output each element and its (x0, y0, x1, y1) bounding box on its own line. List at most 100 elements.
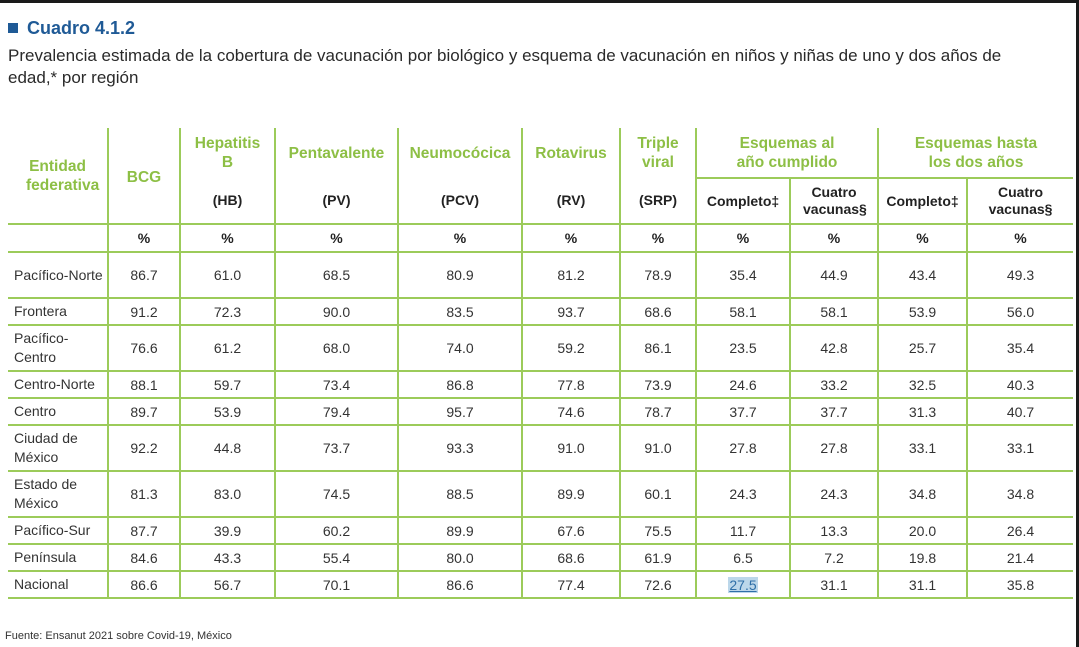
cell-value: 68.0 (274, 324, 398, 371)
cell-value: 59.2 (521, 324, 620, 371)
table-row: Nacional 86.6 56.7 70.1 86.6 77.4 72.6 27.5 31.1… (8, 570, 1074, 599)
header-neumococica: Neumocócica (397, 128, 522, 178)
cell-value: 72.3 (179, 297, 275, 325)
cell-value: 44.8 (179, 424, 275, 471)
cell-value: 43.3 (179, 543, 275, 571)
percent-row-blank (8, 223, 108, 252)
cell-value: 23.5 (695, 324, 790, 371)
cell-value: 74.5 (274, 470, 398, 517)
pct-cuatro-anio: % (788, 223, 879, 252)
cell-value: 95.7 (397, 397, 522, 425)
table-row: Ciudad de México 92.2 44.8 73.7 93.3 91.0 91.0… (8, 424, 1074, 471)
pct-rv: % (521, 223, 620, 252)
table-row: Pacífico-Norte 86.7 61.0 68.5 80.9 81.2 78.9 35… (8, 251, 1074, 298)
cell-value: 24.3 (788, 470, 879, 517)
subheader-completo-anio: Completo‡ (695, 177, 790, 224)
cell-value: 83.5 (397, 297, 522, 325)
table-row: Centro-Norte 88.1 59.7 73.4 86.8 77.8 73.9 24.6… (8, 370, 1074, 398)
cell-value: 86.6 (107, 570, 180, 599)
cell-value: 20.0 (877, 516, 968, 544)
cell-value: 33.1 (877, 424, 968, 471)
cell-value: 39.9 (179, 516, 275, 544)
cell-value: 35.8 (966, 570, 1074, 599)
cell-value: 73.4 (274, 370, 398, 398)
cell-value: 88.5 (397, 470, 522, 517)
cell-value: 24.6 (695, 370, 790, 398)
highlighted-value[interactable]: 27.5 (728, 576, 758, 593)
table-row: Península 84.6 43.3 55.4 80.0 68.6 61.9 6.5 7.2 1… (8, 543, 1074, 571)
cell-value: 88.1 (107, 370, 180, 398)
cell-value: 35.4 (695, 251, 790, 298)
cell-value: 58.1 (695, 297, 790, 325)
cell-value: 24.3 (695, 470, 790, 517)
row-region: Centro (8, 397, 108, 425)
cell-value: 92.2 (107, 424, 180, 471)
subheader-rv: (RV) (521, 178, 620, 224)
header-rotavirus: Rotavirus (521, 128, 620, 178)
cell-value: 31.3 (877, 397, 968, 425)
header-triple-viral: Triple viral (619, 128, 696, 178)
table-row: Centro 89.7 53.9 79.4 95.7 74.6 78.7 37.7 37.7 31… (8, 397, 1074, 425)
cell-value: 84.6 (107, 543, 180, 571)
cell-value: 93.3 (397, 424, 522, 471)
table-row: Frontera 91.2 72.3 90.0 83.5 93.7 68.6 58.1 58.1… (8, 297, 1074, 325)
cell-value: 60.1 (619, 470, 696, 517)
pct-completo-anio: % (695, 223, 790, 252)
cell-value: 72.6 (619, 570, 696, 599)
pct-pcv: % (397, 223, 522, 252)
cell-value: 31.1 (877, 570, 968, 599)
row-region: Nacional (8, 570, 108, 599)
cell-value: 91.0 (619, 424, 696, 471)
cell-value: 61.9 (619, 543, 696, 571)
table-header: Cuadro 4.1.2 Prevalencia estimada de la … (8, 16, 1068, 89)
cell-value: 73.9 (619, 370, 696, 398)
cell-value: 68.6 (619, 297, 696, 325)
cell-value: 79.4 (274, 397, 398, 425)
cell-value: 11.7 (695, 516, 790, 544)
pct-completo-dos: % (877, 223, 968, 252)
cell-value: 90.0 (274, 297, 398, 325)
table-row: Pacífico-Centro 76.6 61.2 68.0 74.0 59.2 86.1 2… (8, 324, 1074, 371)
subheader-hb: (HB) (179, 178, 275, 224)
cell-value: 34.8 (877, 470, 968, 517)
header-esquemas-dos: Esquemas hasta los dos años (877, 128, 1074, 178)
header-entidad: Entidad federativa (26, 157, 100, 194)
header-bcg: BCG (107, 128, 180, 224)
cell-value: 58.1 (788, 297, 879, 325)
title-row: Cuadro 4.1.2 (8, 16, 1068, 40)
cell-value: 91.2 (107, 297, 180, 325)
cell-value: 60.2 (274, 516, 398, 544)
cell-value: 86.8 (397, 370, 522, 398)
cell-value: 91.0 (521, 424, 620, 471)
cell-value: 55.4 (274, 543, 398, 571)
cell-value: 26.4 (966, 516, 1074, 544)
row-region: Pacífico-Sur (8, 516, 108, 544)
header-pentavalente: Pentavalente (274, 128, 398, 178)
subheader-cuatro-anio: Cuatro vacunas§ (788, 177, 879, 224)
cell-value: 40.3 (966, 370, 1074, 398)
cell-value: 34.8 (966, 470, 1074, 517)
cell-value: 40.7 (966, 397, 1074, 425)
cell-value: 56.7 (179, 570, 275, 599)
table-subtitle: Prevalencia estimada de la cobertura de … (8, 46, 1002, 87)
cell-value: 89.9 (397, 516, 522, 544)
cell-value: 89.9 (521, 470, 620, 517)
header-hepatitis: Hepatitis B (179, 128, 275, 178)
cell-value: 27.8 (695, 424, 790, 471)
cell-value: 74.0 (397, 324, 522, 371)
cell-value: 61.0 (179, 251, 275, 298)
pct-cuatro-dos: % (966, 223, 1074, 252)
cell-value: 78.7 (619, 397, 696, 425)
cell-value: 77.8 (521, 370, 620, 398)
cell-value: 31.1 (788, 570, 879, 599)
cell-value: 27.5 (695, 570, 790, 599)
row-region: Pacífico-Norte (8, 251, 108, 298)
cell-value: 44.9 (788, 251, 879, 298)
top-border (0, 0, 1079, 3)
cell-value: 87.7 (107, 516, 180, 544)
cell-value: 37.7 (788, 397, 879, 425)
row-region: Estado de México (8, 470, 108, 517)
row-region: Pacífico-Centro (8, 324, 108, 371)
table-row: Estado de México 81.3 83.0 74.5 88.5 89.9 60.1… (8, 470, 1074, 517)
cell-value: 6.5 (695, 543, 790, 571)
